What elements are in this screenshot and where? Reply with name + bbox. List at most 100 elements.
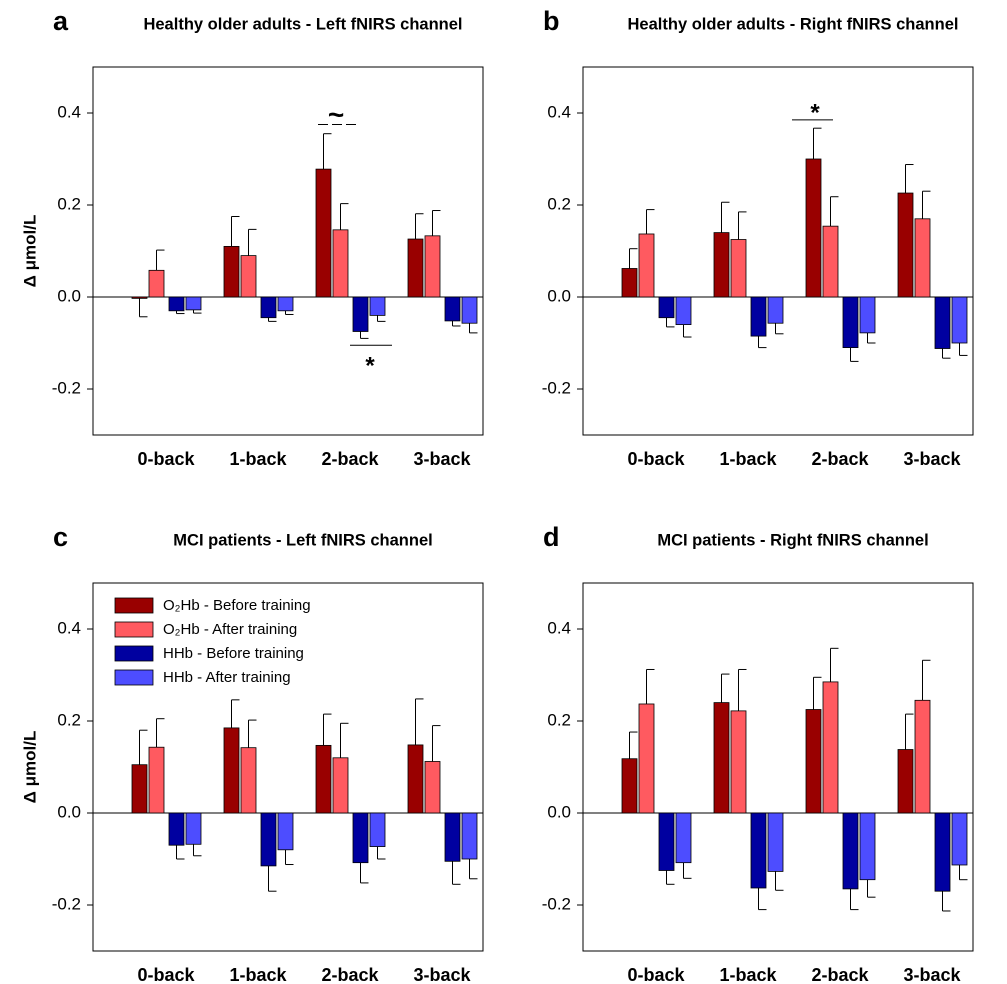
bar (332, 757, 349, 814)
bar (352, 812, 369, 864)
x-tick-label: 3-back (413, 449, 471, 469)
bar (750, 296, 767, 337)
panel-title: Healthy older adults - Left fNIRS channe… (143, 15, 462, 33)
x-tick-label: 0-back (137, 965, 195, 984)
bar (185, 812, 202, 845)
panel-title: MCI patients - Right fNIRS channel (657, 531, 928, 549)
bar (148, 269, 165, 298)
y-axis-label: Δ μmol/L (20, 215, 39, 288)
bar (260, 812, 277, 867)
bar (934, 296, 951, 349)
x-tick-label: 1-back (719, 449, 777, 469)
bar (638, 233, 655, 298)
plot-frame (92, 582, 484, 952)
bar (260, 296, 277, 319)
bar (369, 296, 386, 316)
y-tick-label: 0.2 (57, 710, 81, 729)
panel-title: MCI patients - Left fNIRS channel (173, 531, 432, 549)
panel-title: Healthy older adults - Right fNIRS chann… (628, 15, 959, 33)
bar (407, 744, 424, 814)
panel-letter: d (543, 522, 560, 552)
bar (315, 744, 332, 814)
annotation: * (365, 353, 375, 380)
x-tick-label: 1-back (229, 449, 287, 469)
legend-label: HHb - Before training (163, 645, 304, 662)
bar (277, 296, 294, 312)
bar (675, 812, 692, 864)
y-tick-label: -0.2 (52, 894, 81, 913)
x-tick-label: 1-back (719, 965, 777, 984)
panel-letter: c (53, 522, 68, 552)
y-tick-label: 0.2 (547, 710, 571, 729)
bar (822, 225, 839, 298)
y-tick-label: 0.0 (547, 802, 571, 821)
bar (621, 268, 638, 298)
x-tick-label: 0-back (627, 965, 685, 984)
bar (621, 758, 638, 814)
bar (713, 702, 730, 814)
bar (767, 812, 784, 872)
legend-label: HHb - After training (163, 669, 291, 686)
panel: d MCI patients - Right fNIRS channel -0.2 0… (542, 522, 974, 984)
panel: c MCI patients - Left fNIRS channel Δ μmol… (20, 522, 484, 984)
bar (240, 747, 257, 814)
bar (675, 296, 692, 326)
panel: a Healthy older adults - Left fNIRS chann… (20, 6, 484, 469)
bar (897, 192, 914, 298)
legend-swatch (114, 645, 154, 662)
bar (223, 245, 240, 298)
bar (407, 238, 424, 298)
y-tick-label: -0.2 (542, 894, 571, 913)
bar (750, 812, 767, 889)
bar (658, 812, 675, 871)
x-tick-label: 1-back (229, 965, 287, 984)
bar (369, 812, 386, 847)
panel-letter: a (53, 6, 69, 36)
bar (638, 703, 655, 814)
bar (914, 218, 931, 298)
y-tick-label: -0.2 (52, 378, 81, 397)
bar (168, 812, 185, 846)
plot-frame (582, 582, 974, 952)
y-tick-label: 0.0 (57, 286, 81, 305)
bar (897, 749, 914, 814)
x-tick-label: 3-back (903, 965, 961, 984)
bar (914, 699, 931, 814)
bar (859, 812, 876, 881)
legend-swatch (114, 669, 154, 686)
x-tick-label: 0-back (627, 449, 685, 469)
bar (223, 727, 240, 814)
bar (352, 296, 369, 332)
bar (424, 761, 441, 814)
bar (842, 812, 859, 890)
x-tick-label: 2-back (811, 965, 869, 984)
bar (713, 232, 730, 298)
bar (951, 296, 968, 344)
y-axis-label: Δ μmol/L (20, 731, 39, 804)
annotation: * (810, 100, 820, 127)
bar (859, 296, 876, 334)
bar (461, 812, 478, 860)
annotation: ~ (328, 99, 344, 130)
panel-letter: b (543, 6, 560, 36)
bar (185, 296, 202, 311)
x-tick-label: 2-back (811, 449, 869, 469)
bar (658, 296, 675, 319)
x-tick-label: 3-back (903, 449, 961, 469)
bar (444, 812, 461, 862)
legend-swatch (114, 597, 154, 614)
bar (934, 812, 951, 892)
x-tick-label: 0-back (137, 449, 195, 469)
y-tick-label: 0.4 (547, 102, 571, 121)
y-tick-label: 0.4 (547, 618, 571, 637)
bar (148, 746, 165, 814)
x-tick-label: 2-back (321, 449, 379, 469)
legend-label: O₂Hb - Before training (163, 597, 311, 614)
y-tick-label: 0.2 (57, 194, 81, 213)
bar (822, 681, 839, 814)
bar (240, 255, 257, 298)
y-tick-label: 0.0 (57, 802, 81, 821)
x-tick-label: 3-back (413, 965, 471, 984)
bar (424, 235, 441, 298)
